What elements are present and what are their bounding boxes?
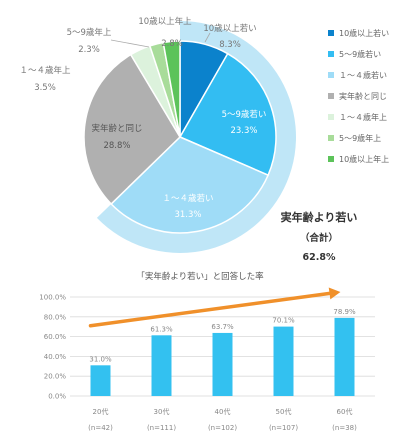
pie-slice-name: １～４歳若い bbox=[162, 193, 213, 204]
x-tick-label: 30代 bbox=[154, 407, 170, 416]
young-total-annotation: 実年齢より若い （合計） 62.8% bbox=[281, 210, 358, 263]
y-tick-label: 0.0% bbox=[48, 393, 66, 401]
legend-label: 10歳以上年上 bbox=[339, 154, 389, 164]
bar-value-label: 61.3% bbox=[150, 325, 173, 333]
sample-size-label: (n=38) bbox=[332, 424, 357, 432]
pie-chart bbox=[83, 21, 296, 254]
bar bbox=[151, 335, 172, 396]
pie-slice-name: 5～9歳年上 bbox=[67, 27, 112, 38]
y-tick-label: 40.0% bbox=[44, 353, 67, 361]
pie-slice-name: １～４歳年上 bbox=[19, 65, 71, 76]
trend-arrow-head bbox=[328, 287, 341, 300]
legend-swatch bbox=[328, 156, 334, 162]
pie-slice-value: 28.8% bbox=[103, 141, 130, 151]
annotation-line1: 実年齢より若い bbox=[281, 210, 358, 224]
pie-slice-labels: 10歳以上若い 8.3% 5～9歳若い 23.3% １～４歳若い 31.3% 実年齢と同じ 2… bbox=[19, 16, 266, 220]
pie-slice-name: 実年齢と同じ bbox=[91, 123, 142, 134]
young-highlight-ring bbox=[96, 21, 296, 254]
pie-slice-value: 8.3% bbox=[219, 40, 241, 50]
bar-value-label: 31.0% bbox=[89, 355, 112, 363]
x-tick-label: 60代 bbox=[337, 407, 353, 416]
sample-size-label: (n=107) bbox=[269, 424, 298, 432]
y-tick-label: 100.0% bbox=[39, 294, 66, 302]
pie-slice bbox=[178, 52, 277, 177]
bar-chart-title: 「実年齢より若い」と回答した率 bbox=[136, 271, 264, 282]
pie-slice-value: 31.3% bbox=[174, 210, 201, 220]
legend-label: １～４歳年上 bbox=[339, 112, 387, 122]
leader-line bbox=[110, 39, 150, 48]
bar-value-label: 78.9% bbox=[333, 308, 356, 316]
pie-slice-name: 10歳以上年上 bbox=[138, 16, 192, 27]
legend-label: １～４歳若い bbox=[339, 70, 387, 80]
bar bbox=[212, 332, 233, 396]
pie-slice-value: 23.3% bbox=[230, 126, 257, 136]
x-tick-label: 50代 bbox=[276, 407, 292, 416]
bar-value-label: 63.7% bbox=[211, 323, 234, 331]
legend-swatch bbox=[328, 114, 334, 120]
pie-slice bbox=[162, 40, 181, 138]
legend-swatch bbox=[328, 72, 334, 78]
pie-slice-name: 10歳以上若い bbox=[203, 23, 256, 34]
legend-swatch bbox=[328, 30, 334, 36]
pie-slice-value: 2.8% bbox=[161, 39, 183, 49]
legend-swatch bbox=[328, 51, 334, 57]
pie-slice bbox=[83, 53, 181, 206]
bar bbox=[334, 317, 355, 396]
legend-swatch bbox=[328, 93, 334, 99]
bar-chart: 0.0% 20.0% 40.0% 60.0% 80.0% 100.0% 31.0% 20代 (n… bbox=[39, 287, 375, 432]
legend-label: 実年齢と同じ bbox=[339, 91, 387, 101]
sample-size-label: (n=111) bbox=[147, 424, 176, 432]
y-tick-label: 80.0% bbox=[44, 313, 67, 321]
annotation-line2: （合計） bbox=[300, 232, 338, 244]
trend-arrow-shaft bbox=[88, 291, 335, 328]
pie-slice-name: 5～9歳若い bbox=[222, 109, 267, 120]
x-tick-label: 20代 bbox=[93, 407, 109, 416]
bar-value-label: 70.1% bbox=[272, 317, 295, 325]
sample-size-label: (n=102) bbox=[208, 424, 237, 432]
x-tick-label: 40代 bbox=[215, 407, 231, 416]
y-tick-label: 20.0% bbox=[44, 373, 67, 381]
legend-label: 5～9歳年上 bbox=[339, 133, 381, 143]
pie-slice-value: 3.5% bbox=[34, 83, 56, 93]
annotation-value: 62.8% bbox=[303, 252, 336, 263]
leader-line bbox=[204, 32, 211, 43]
legend-swatch bbox=[328, 135, 334, 141]
legend-label: 5～9歳若い bbox=[339, 49, 381, 59]
bar bbox=[90, 365, 111, 396]
y-tick-label: 60.0% bbox=[44, 333, 67, 341]
sample-size-label: (n=42) bbox=[88, 424, 113, 432]
pie-slice-value: 2.3% bbox=[78, 45, 100, 55]
bar bbox=[273, 326, 294, 396]
legend-label: 10歳以上若い bbox=[339, 28, 389, 38]
pie-slice bbox=[110, 136, 270, 234]
